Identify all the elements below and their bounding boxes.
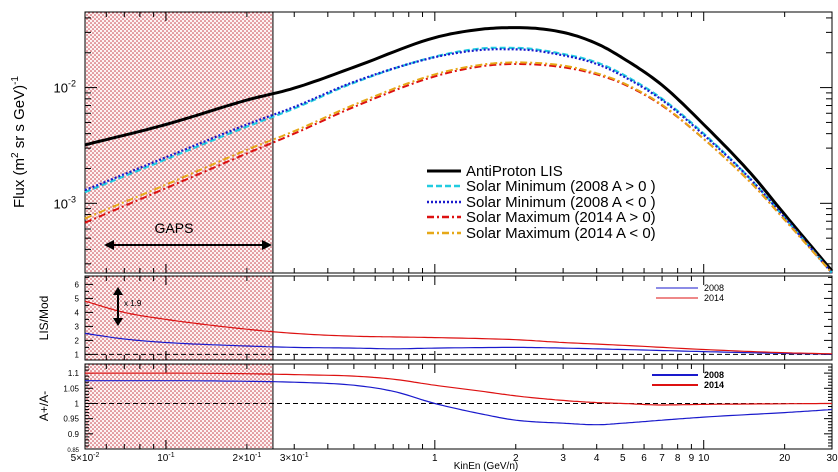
x-tick-label: 1 [432, 453, 438, 464]
xlabel: KinEn (GeV/n) [454, 461, 518, 472]
ratio-series-2008 [84, 332, 832, 355]
cs-series-2008 [85, 380, 833, 426]
ratio-y-tick-label: 2 [75, 336, 80, 345]
x-tick-label: 30 [826, 453, 838, 464]
cs-series-2014 [85, 372, 832, 406]
charge-sign-ylabel: A+/A- [37, 391, 51, 421]
chart-series [84, 26, 834, 426]
cs-legend-label-2014: 2014 [704, 380, 724, 390]
flux-legend: AntiProton LIS Solar Minimum (2008 A > 0… [427, 163, 656, 242]
ratio-y-tick-label: 6 [75, 280, 80, 289]
ratio-arrow [113, 287, 123, 326]
flux-series-4 [84, 61, 833, 274]
x-tick-label: 2 [513, 453, 519, 464]
ratio-legend-label-2008: 2008 [704, 283, 724, 293]
x-tick-label: 3×10-1 [280, 452, 309, 464]
flux-y-tick-label: 10-2 [54, 79, 76, 96]
ratio-panel-frame [84, 275, 833, 361]
ratio-ylabel: LIS/Mod [37, 296, 51, 341]
ratio-y-tick-label: 4 [75, 308, 80, 317]
cs-legend-label-2008: 2008 [704, 370, 724, 380]
x-tick-label: 10 [698, 453, 710, 464]
ratio-legend: 2008 2014 [656, 283, 724, 303]
legend-label-min-pos: Solar Minimum (2008 A > 0 ) [466, 178, 656, 195]
flux-series-1 [84, 46, 833, 274]
x-tick-label: 2×10-1 [233, 452, 262, 464]
ratio-y-tick-label: 3 [75, 322, 80, 331]
legend-label-lis: AntiProton LIS [466, 163, 563, 180]
legend-label-max-neg: Solar Maximum (2014 A < 0) [466, 225, 656, 242]
ratio-y-tick-label: 1 [75, 350, 80, 359]
cs-y-tick-label: 0.9 [68, 430, 80, 439]
flux-ylabel: Flux (m2 sr s GeV)-1 [10, 76, 28, 208]
gaps-region [85, 12, 273, 273]
ratio-annotation: x 1.9 [124, 299, 142, 308]
x-tick-label: 20 [779, 453, 791, 464]
x-tick-label: 8 [675, 453, 681, 464]
gaps-arrow [104, 240, 272, 250]
flux-series-0 [84, 26, 834, 272]
flux-y-tick-label: 10-3 [54, 194, 76, 211]
legend-label-min-neg: Solar Minimum (2008 A < 0 ) [466, 194, 656, 211]
ratio-series-2014 [84, 300, 833, 355]
x-tick-label: 5×10-2 [71, 452, 100, 464]
cs-y-tick-label: 1.05 [63, 384, 79, 393]
flux-panel-frame [84, 11, 833, 274]
x-tick-label: 7 [659, 453, 665, 464]
cs-y-tick-label: 0.85 [67, 448, 79, 454]
x-tick-label: 9 [689, 453, 695, 464]
cs-y-tick-label: 1 [75, 399, 80, 408]
x-tick-label: 5 [620, 453, 626, 464]
ratio-legend-label-2014: 2014 [704, 293, 724, 303]
ratio-y-tick-label: 5 [75, 294, 80, 303]
cs-y-tick-label: 1.1 [68, 369, 80, 378]
x-tick-label: 6 [641, 453, 647, 464]
gaps-label: GAPS [155, 220, 194, 236]
legend-label-max-pos: Solar Maximum (2014 A > 0) [466, 209, 656, 226]
x-tick-label: 4 [594, 453, 600, 464]
charge-sign-legend: 2008 2014 [652, 370, 724, 390]
x-tick-label: 3 [560, 453, 566, 464]
x-tick-label: 10-1 [157, 452, 174, 464]
tick-labels: 5×10-2 10-1 2×10-1 3×10-1 1 2 3 4 5 6 7 8 9 10 20 30 10-… [54, 79, 838, 464]
cs-y-tick-label: 0.95 [63, 415, 79, 424]
gaps-region-charge-sign [85, 364, 273, 449]
